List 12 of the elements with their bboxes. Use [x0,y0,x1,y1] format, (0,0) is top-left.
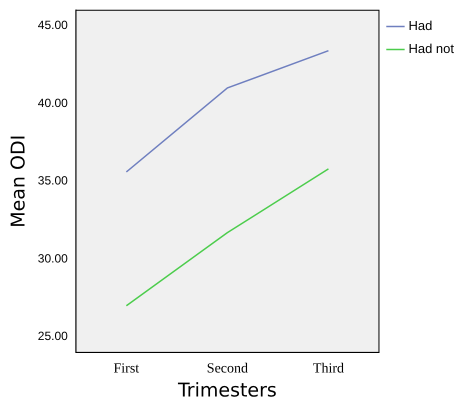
legend-label: Had [408,18,432,34]
y-tick-label: 30.00 [38,251,68,266]
y-tick-label: 40.00 [38,96,68,110]
x-tick-label: Second [206,361,248,376]
x-axis-title: Trimesters [176,380,277,402]
x-tick-label: First [114,361,140,376]
y-tick-label: 45.00 [38,18,68,32]
legend-label: Had not [408,41,454,56]
x-tick-label: Third [312,361,344,376]
y-axis-title: Mean ODI [7,134,30,228]
y-tick-label: 35.00 [38,174,68,188]
y-tick-label: 25.00 [38,329,68,344]
